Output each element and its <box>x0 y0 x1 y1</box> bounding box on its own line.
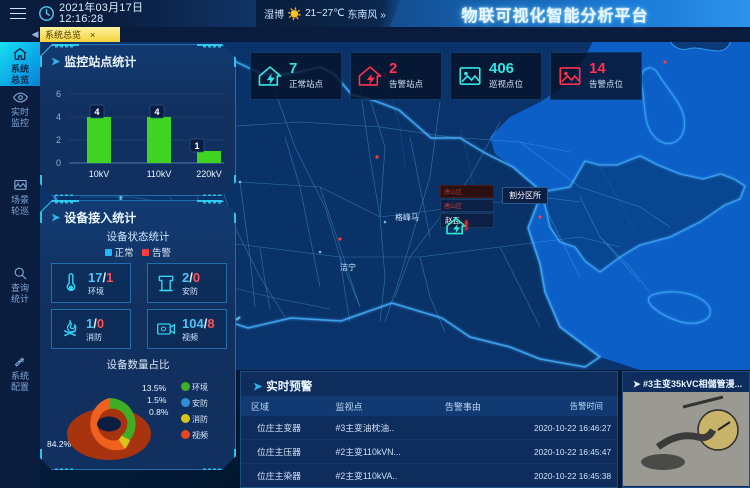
svg-text:环境: 环境 <box>192 382 208 392</box>
svg-text:6: 6 <box>56 89 61 99</box>
svg-text:1: 1 <box>194 141 199 151</box>
svg-text:84.2%: 84.2% <box>47 439 72 449</box>
svg-text:0: 0 <box>56 158 61 168</box>
svg-text:10kV: 10kV <box>89 169 110 179</box>
svg-text:视频: 视频 <box>192 430 208 440</box>
svg-text:2: 2 <box>56 135 61 145</box>
svg-text:安防: 安防 <box>192 398 208 408</box>
svg-text:1.5%: 1.5% <box>147 395 167 405</box>
svg-text:110kV: 110kV <box>147 169 172 179</box>
svg-text:13.5%: 13.5% <box>142 383 167 393</box>
svg-text:4: 4 <box>94 107 99 117</box>
svg-text:220kV: 220kV <box>196 169 222 179</box>
svg-text:0.8%: 0.8% <box>149 407 169 417</box>
svg-text:4: 4 <box>56 112 61 122</box>
svg-text:4: 4 <box>154 107 159 117</box>
svg-text:消防: 消防 <box>192 414 208 424</box>
